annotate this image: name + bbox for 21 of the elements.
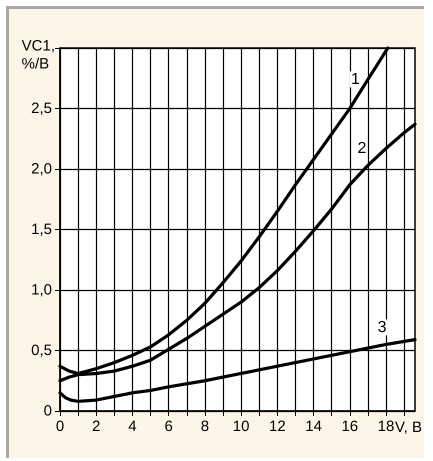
x-axis-title: V, B [395, 419, 422, 436]
x-tick-label: 14 [305, 418, 322, 435]
x-tick-label: 8 [200, 418, 210, 435]
series-label: 3 [378, 318, 387, 336]
x-tick-label: 4 [128, 418, 137, 435]
y-tick-label: 0 [44, 402, 52, 420]
x-tick-label: 2 [92, 418, 100, 435]
x-tick-label: 12 [269, 418, 286, 435]
x-tick-label: 18 [378, 418, 394, 435]
y-tick-label: 2,5 [31, 100, 52, 117]
x-tick-label: 6 [164, 418, 173, 435]
y-tick-label: 1,5 [31, 221, 52, 238]
x-tick-label: 10 [232, 418, 250, 435]
y-tick-label: 2,0 [31, 160, 52, 178]
x-tick-label: 16 [341, 418, 358, 435]
series-label: 2 [357, 140, 366, 157]
y-tick-label: 1,0 [31, 282, 52, 298]
series-label: 1 [350, 70, 360, 88]
y-axis-title: VC1, %/B [22, 38, 56, 72]
y-tick-label: 0,5 [31, 342, 52, 359]
x-tick-label: 0 [56, 418, 64, 435]
